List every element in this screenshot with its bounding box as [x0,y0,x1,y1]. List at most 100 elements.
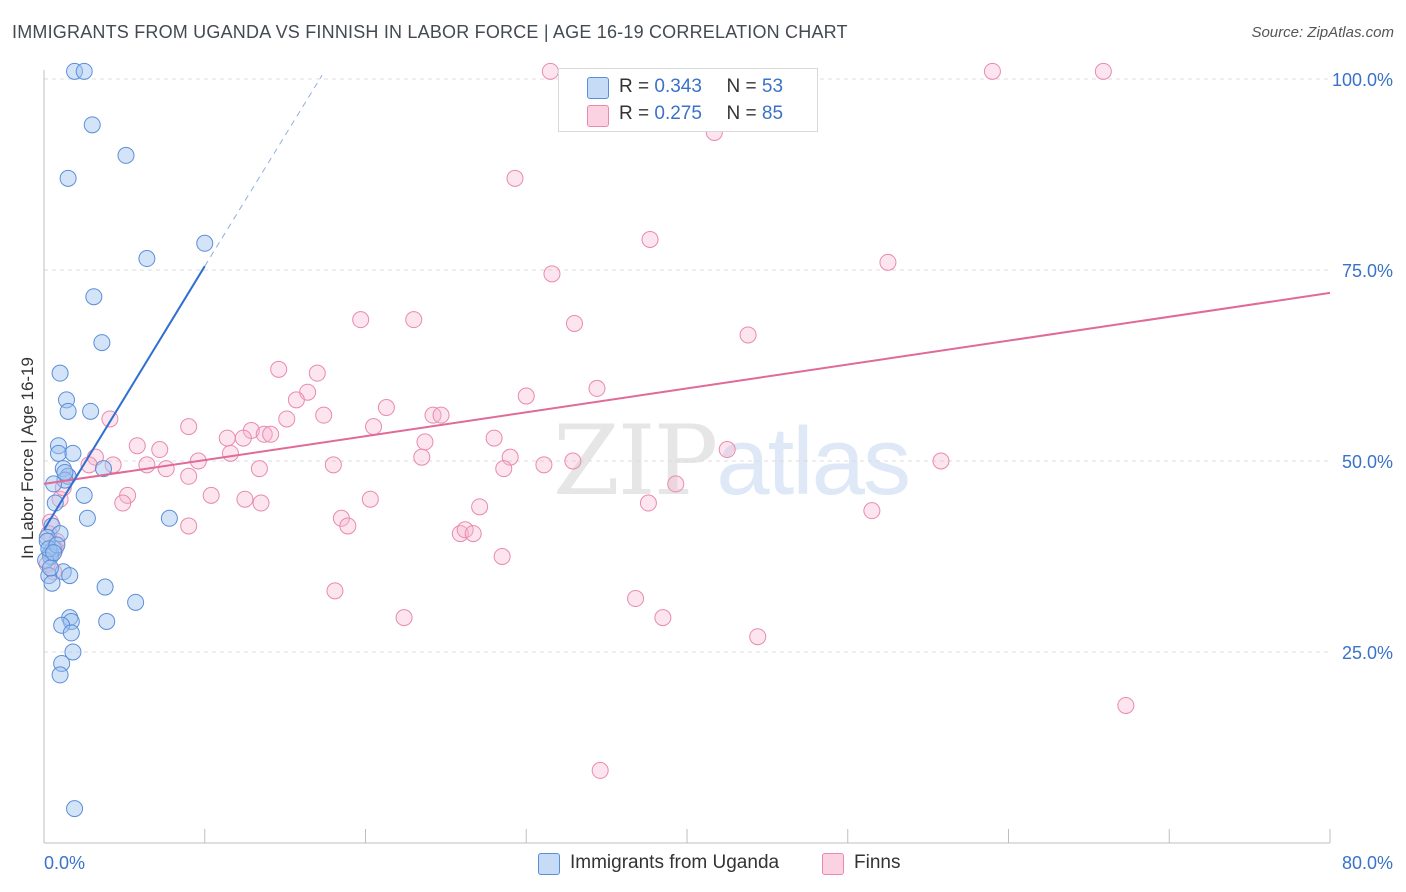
legend-uganda-swatch [587,77,609,99]
uganda-point-4 [59,169,77,187]
finns-point-49 [495,460,513,478]
finns-point-16 [517,387,535,405]
bottom-legend-uganda-swatch [538,853,560,875]
uganda-point-1 [75,62,93,80]
finns-point-48 [250,460,268,478]
x-tick-label-min: 0.0% [44,853,85,873]
finns-point-26 [365,418,383,436]
uganda-point-14 [49,444,67,462]
finns-point-30 [234,429,252,447]
uganda-point-36 [43,574,61,592]
uganda-point-44 [64,643,82,661]
finns-point-1 [983,62,1001,80]
finns-point-31 [416,433,434,451]
finns-point-51 [180,467,198,485]
legend-finns-r-value: 0.275 [654,103,702,124]
uganda-point-15 [64,444,82,462]
uganda-point-11 [59,402,77,420]
finns-point-47 [157,460,175,478]
finns-point-77 [627,590,645,608]
finns-point-46 [932,452,950,470]
finns-point-67 [180,517,198,535]
finns-point-33 [128,437,146,455]
finns-point-9 [405,311,423,329]
uganda-trend-extension [204,74,323,267]
finns-point-82 [591,761,609,779]
legend-uganda-row: R = 0.343 N = 53 [619,76,783,98]
y-tick-label-50: 50.0% [1342,452,1393,472]
bottom-legend-finns[interactable]: Finns [822,852,901,875]
bottom-legend-uganda[interactable]: Immigrants from Uganda [538,852,780,875]
finns-point-36 [718,441,736,459]
uganda-point-3 [117,146,135,164]
finns-point-79 [654,609,672,627]
finns-point-17 [287,391,305,409]
stats-legend: R = 0.343 N = 53 R = 0.275 N = 85 [558,68,818,132]
uganda-point-5 [196,234,214,252]
uganda-point-47 [66,800,84,818]
bottom-legend-uganda-label: Immigrants from Uganda [570,852,780,873]
finns-point-64 [863,502,881,520]
y-tick-label-100: 100.0% [1332,70,1393,90]
bottom-legend-finns-label: Finns [854,852,901,873]
finns-point-69 [456,521,474,539]
legend-finns-row: R = 0.275 N = 85 [619,103,783,125]
finns-point-19 [315,406,333,424]
finns-point-34 [151,441,169,459]
uganda-point-51 [45,544,63,562]
legend-finns-r-label: R = [619,103,650,124]
uganda-point-8 [93,334,111,352]
uganda-point-24 [51,525,69,543]
legend-finns-n-label: N = [726,103,757,124]
legend-finns-swatch [587,105,609,127]
uganda-trend-line [43,265,206,531]
bottom-legend-finns-swatch [822,853,844,875]
finns-point-2 [1094,62,1112,80]
y-tick-label-75: 75.0% [1342,261,1393,281]
finns-point-32 [485,429,503,447]
uganda-point-35 [61,567,79,585]
finns-trend-line [43,291,1331,485]
finns-point-81 [1117,696,1135,714]
finns-point-42 [324,456,342,474]
finns-point-75 [493,548,511,565]
uganda-point-12 [82,402,100,420]
finns-point-63 [471,498,489,516]
finns-point-60 [639,494,657,512]
finns-point-80 [749,628,767,646]
uganda-point-50 [41,559,59,577]
y-tick-label-25: 25.0% [1342,643,1393,663]
finns-point-13 [308,364,326,382]
finns-point-11 [739,326,757,344]
uganda-point-43 [62,624,80,642]
finns-point-29 [218,429,236,447]
uganda-point-9 [51,364,69,382]
uganda-point-30 [160,509,178,527]
finns-point-7 [543,265,561,283]
finns-point-21 [278,410,296,428]
finns-point-14 [588,379,606,397]
uganda-point-20 [94,460,112,478]
finns-point-6 [879,253,897,271]
finns-point-70 [464,525,482,543]
uganda-point-29 [78,509,96,527]
finns-point-18 [377,399,395,417]
finns-point-57 [252,494,270,512]
legend-finns-n-value: 85 [761,103,784,124]
chart-title: IMMIGRANTS FROM UGANDA VS FINNISH IN LAB… [12,22,848,42]
finns-point-58 [114,494,132,512]
finns-point-56 [236,490,254,508]
uganda-point-6 [138,250,156,268]
finns-point-24 [180,418,198,436]
finns-point-35 [221,444,239,462]
x-tick-label-max: 80.0% [1342,853,1393,873]
finns-point-8 [352,311,370,329]
finns-point-66 [339,517,357,535]
finns-point-50 [535,456,553,474]
finns-point-28 [262,425,280,443]
uganda-point-46 [51,666,69,684]
legend-uganda-n-value: 53 [761,76,784,97]
finns-point-78 [395,609,413,627]
uganda-point-37 [96,578,114,596]
